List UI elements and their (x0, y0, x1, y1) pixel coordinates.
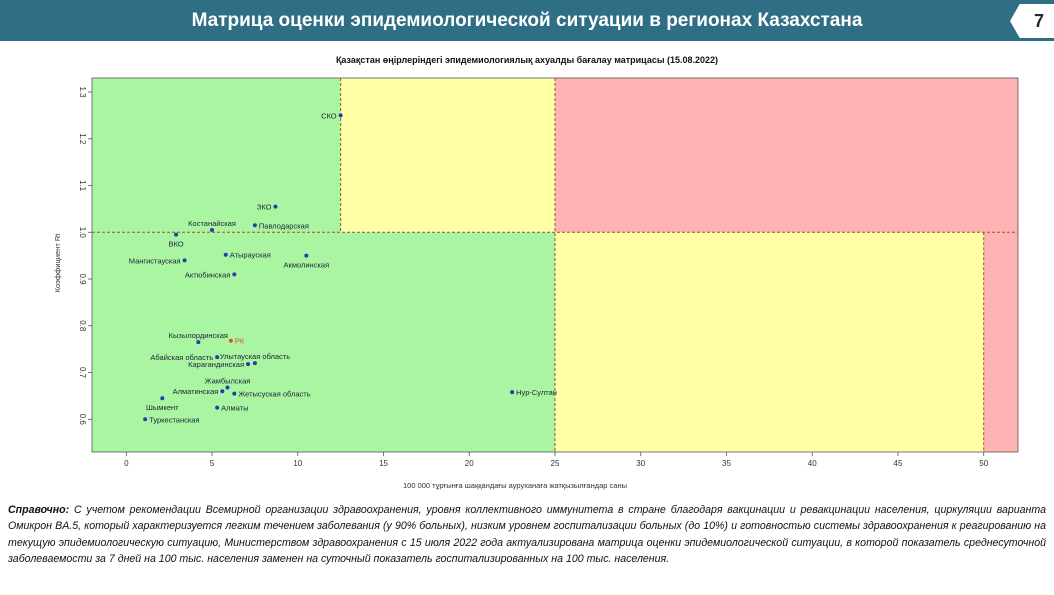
point-label-Мангистауская: Мангистауская (129, 256, 181, 265)
point-label-Туркестанская: Туркестанская (149, 415, 199, 424)
page-number-badge (1010, 4, 1054, 38)
x-tick-label: 25 (551, 459, 560, 468)
y-tick-label: 0.9 (78, 273, 87, 285)
point-label-Улытауская область: Улытауская область (220, 352, 291, 361)
y-tick-label: 0.8 (78, 320, 87, 332)
point-label-Жетысуская область: Жетысуская область (238, 390, 310, 399)
point-Кызылординская (196, 340, 201, 345)
point-СКО (338, 113, 343, 118)
zone-yellow-2 (340, 78, 555, 233)
point-label-Алматинская: Алматинская (173, 387, 219, 396)
zone-red-4 (555, 78, 1018, 233)
point-label-РК: РК (235, 337, 245, 346)
x-tick-label: 35 (722, 459, 731, 468)
x-tick-label: 30 (636, 459, 645, 468)
point-label-Нур-Султан: Нур-Султан (516, 388, 557, 397)
y-tick-label: 1.0 (78, 227, 87, 239)
point-Атырауская (223, 252, 228, 257)
y-tick-label: 0.7 (78, 367, 87, 379)
epidemic-matrix-chart: 0 5 10 15 20 25 30 35 40 45 50 0.6 0.7 0.8 0.9 1.0 1.1 1.… (53, 77, 1019, 490)
y-axis-label: Коэффициент Rt (53, 233, 62, 293)
point-Костанайская (210, 227, 215, 232)
x-tick-label: 40 (808, 459, 817, 468)
header-bar (0, 0, 1054, 41)
point-label-Актюбинская: Актюбинская (185, 270, 230, 279)
point-label-Костанайская: Костанайская (188, 219, 236, 228)
point-label-Шымкент: Шымкент (146, 403, 179, 412)
point-label-Павлодарская: Павлодарская (259, 221, 309, 230)
point-Жамбылская (225, 385, 230, 390)
point-Акмолинская (304, 253, 309, 258)
point-Алматинская (220, 389, 225, 394)
reference-note: Справочно: С учетом рекомендации Всемирн… (8, 502, 1046, 568)
y-tick-label: 0.6 (78, 414, 87, 426)
point-Карагандинская (246, 362, 251, 367)
point-label-Абайская область: Абайская область (150, 353, 213, 362)
zone-green-0 (92, 232, 555, 452)
x-axis-label: 100 000 тұрғынға шаққандағы ауруханаға ж… (403, 481, 627, 490)
point-Нур-Султан (510, 390, 515, 395)
x-tick-label: 5 (210, 459, 215, 468)
page-number: 7 (1033, 11, 1044, 31)
point-label-Кызылординская: Кызылординская (169, 331, 228, 340)
point-Абайская область (215, 355, 220, 360)
x-tick-label: 15 (379, 459, 388, 468)
point-label-ЗКО: ЗКО (257, 203, 272, 212)
x-tick-label: 0 (124, 459, 129, 468)
point-label-Алматы: Алматы (221, 404, 248, 413)
point-Павлодарская (252, 223, 257, 228)
point-Алматы (215, 405, 220, 410)
x-tick-label: 20 (465, 459, 474, 468)
note-prefix: Справочно: (8, 504, 70, 516)
point-label-Карагандинская: Карагандинская (188, 360, 244, 369)
point-label-Жамбылская: Жамбылская (205, 376, 251, 385)
zone-green-1 (92, 78, 341, 233)
point-Улытауская область (252, 361, 257, 366)
y-tick-label: 1.3 (78, 86, 87, 98)
point-label-Акмолинская: Акмолинская (284, 261, 330, 270)
x-tick-label: 45 (894, 459, 903, 468)
point-Шымкент (160, 396, 165, 401)
point-ВКО (174, 232, 179, 237)
x-tick-label: 50 (979, 459, 988, 468)
y-tick-label: 1.1 (78, 180, 87, 192)
page-title: Матрица оценки эпидемиологической ситуац… (191, 10, 863, 31)
point-label-СКО: СКО (321, 111, 337, 120)
point-Жетысуская область (232, 391, 237, 396)
chart-title: Қазақстан өңірлеріндегі эпидемиологиялық… (335, 55, 719, 65)
point-Актюбинская (232, 272, 237, 277)
point-Мангистауская (182, 258, 187, 263)
point-РК (228, 338, 233, 343)
zone-red-5 (983, 232, 1018, 452)
point-label-ВКО: ВКО (168, 240, 183, 249)
note-text: С учетом рекомендации Всемирной организа… (8, 504, 1046, 566)
point-Туркестанская (143, 417, 148, 422)
y-tick-label: 1.2 (78, 133, 87, 145)
x-tick-label: 10 (293, 459, 302, 468)
zone-yellow-3 (555, 232, 984, 452)
point-ЗКО (273, 204, 278, 209)
point-label-Атырауская: Атырауская (230, 251, 271, 260)
